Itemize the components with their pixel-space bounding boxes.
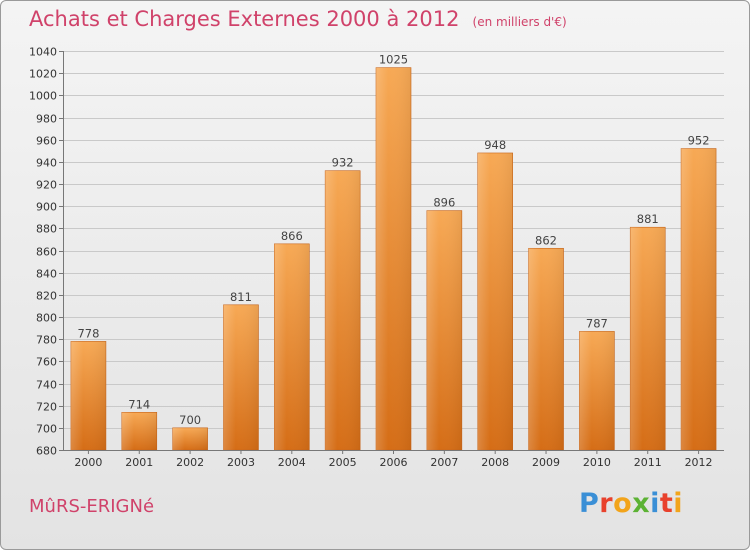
data-label-2011: 881 bbox=[637, 212, 659, 226]
data-label-2005: 932 bbox=[332, 156, 354, 170]
y-tick-label: 680 bbox=[36, 445, 57, 458]
bar-shine-2000 bbox=[70, 341, 106, 450]
y-tick-label: 760 bbox=[36, 356, 57, 369]
brand-letter: i bbox=[650, 488, 660, 519]
brand-letter: r bbox=[599, 488, 614, 519]
bar-shine-2002 bbox=[172, 427, 208, 450]
x-tick-label-2008: 2008 bbox=[481, 456, 509, 469]
chart-title: Achats et Charges Externes 2000 à 2012 (… bbox=[29, 7, 567, 31]
x-tick-label-2005: 2005 bbox=[329, 456, 357, 469]
bar-shine-2012 bbox=[681, 148, 717, 451]
brand-letter: i bbox=[673, 488, 684, 519]
y-axis: 680 700 720 740 760 780 800 820 840 860 880 900 920 9… bbox=[29, 46, 64, 458]
data-label-2009: 862 bbox=[535, 233, 557, 247]
bar-shine-2009 bbox=[528, 248, 564, 450]
y-tick-label: 880 bbox=[36, 223, 57, 236]
brand-letter: P bbox=[579, 488, 600, 519]
chart-unit-text: (en milliers d'€) bbox=[472, 15, 567, 29]
y-tick-label: 980 bbox=[36, 113, 57, 126]
bar-shine-2005 bbox=[325, 170, 361, 450]
y-tick-label: 1020 bbox=[29, 68, 57, 81]
y-tick-label: 960 bbox=[36, 135, 57, 148]
data-labels: 778 714 700 811 866 932 1025 896 948 862 787 881 952 bbox=[77, 53, 709, 427]
bars bbox=[70, 67, 717, 451]
x-tick-label-2006: 2006 bbox=[380, 456, 408, 469]
data-label-2008: 948 bbox=[484, 138, 506, 152]
x-tick-label-2009: 2009 bbox=[532, 456, 560, 469]
brand-letter: x bbox=[632, 488, 651, 519]
x-tick-label-2000: 2000 bbox=[74, 456, 102, 469]
y-tick-label: 800 bbox=[36, 312, 57, 325]
x-tick-label-2012: 2012 bbox=[685, 456, 713, 469]
data-label-2000: 778 bbox=[77, 326, 99, 340]
brand-letter: o bbox=[613, 488, 633, 519]
commune-name: MûRS-ERIGNé bbox=[29, 496, 155, 517]
bar-shine-2007 bbox=[426, 210, 462, 450]
brand-letter: t bbox=[659, 488, 674, 519]
brand-logo: Proxiti bbox=[579, 488, 683, 519]
chart-title-text: Achats et Charges Externes 2000 à 2012 bbox=[29, 7, 460, 31]
y-tick-label: 820 bbox=[36, 290, 57, 303]
y-tick-label: 840 bbox=[36, 268, 57, 281]
bar-shine-2003 bbox=[223, 304, 259, 450]
data-label-2007: 896 bbox=[433, 196, 455, 210]
y-tick-label: 920 bbox=[36, 179, 57, 192]
data-label-2004: 866 bbox=[281, 229, 303, 243]
x-tick-label-2001: 2001 bbox=[125, 456, 153, 469]
y-tick-label: 900 bbox=[36, 201, 57, 214]
data-label-2001: 714 bbox=[128, 397, 150, 411]
x-axis: 2000 2001 2002 2003 2004 2005 2006 2007 2008 2009… bbox=[63, 450, 724, 469]
y-tick-label: 720 bbox=[36, 401, 57, 414]
data-label-2006: 1025 bbox=[379, 53, 408, 67]
y-tick-label: 1000 bbox=[29, 90, 57, 103]
data-label-2012: 952 bbox=[688, 134, 710, 148]
bar-shine-2004 bbox=[274, 243, 310, 450]
x-tick-label-2007: 2007 bbox=[430, 456, 458, 469]
data-label-2010: 787 bbox=[586, 316, 608, 330]
x-tick-label-2003: 2003 bbox=[227, 456, 255, 469]
data-label-2002: 700 bbox=[179, 413, 201, 427]
bar-shine-2011 bbox=[630, 227, 666, 450]
y-tick-label: 700 bbox=[36, 423, 57, 436]
x-tick-label-2004: 2004 bbox=[278, 456, 306, 469]
data-label-2003: 811 bbox=[230, 290, 252, 304]
x-tick-label-2011: 2011 bbox=[634, 456, 662, 469]
x-tick-label-2010: 2010 bbox=[583, 456, 611, 469]
bar-shine-2006 bbox=[376, 67, 411, 450]
y-tick-label: 940 bbox=[36, 157, 57, 170]
x-tick-label-2002: 2002 bbox=[176, 456, 204, 469]
y-tick-label: 740 bbox=[36, 379, 57, 392]
bar-shine-2010 bbox=[579, 331, 615, 450]
y-tick-label: 1040 bbox=[29, 46, 57, 59]
bar-shine-2001 bbox=[121, 412, 157, 450]
y-tick-label: 780 bbox=[36, 334, 57, 347]
y-tick-label: 860 bbox=[36, 246, 57, 259]
bar-shine-2008 bbox=[477, 152, 513, 450]
